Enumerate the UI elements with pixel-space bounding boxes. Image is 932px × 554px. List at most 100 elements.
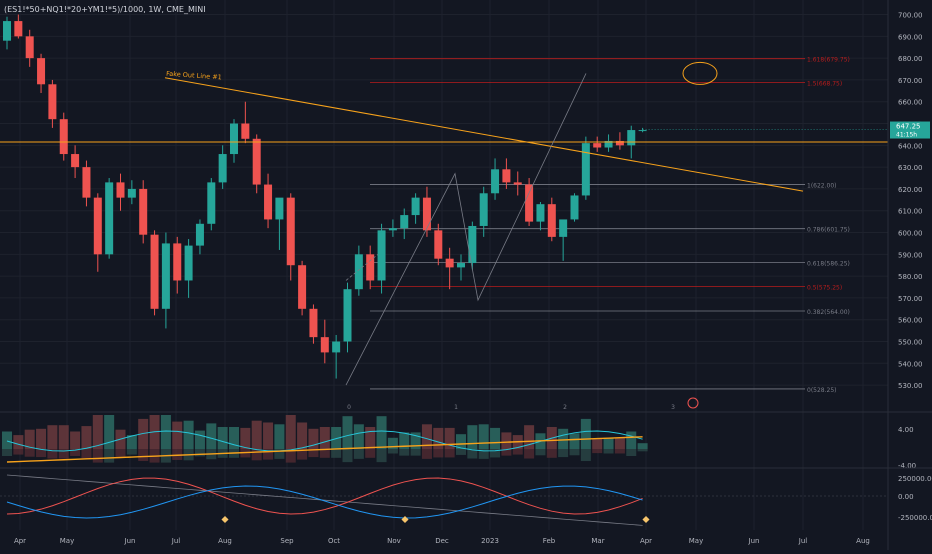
- alert-icon[interactable]: [687, 397, 699, 409]
- drawings[interactable]: Fake Out Line #1 0 1 2 3: [0, 61, 888, 411]
- last-price-tag[interactable]: [890, 121, 930, 139]
- volume-bar: [524, 425, 535, 449]
- projection-path[interactable]: [345, 73, 587, 386]
- volume-bar: [558, 428, 569, 449]
- candle-body: [173, 243, 182, 281]
- osc-axis-tick: -250000.00: [898, 514, 932, 522]
- candle-body: [286, 197, 295, 266]
- candle-body: [139, 188, 148, 235]
- volume-bar-lower: [387, 449, 398, 454]
- candle-body: [570, 195, 579, 220]
- volume-bar-lower: [365, 449, 376, 458]
- volume-bar-lower: [376, 449, 387, 463]
- candles: [3, 14, 647, 379]
- time-tick-label: Apr: [14, 537, 26, 545]
- volume-bar: [47, 425, 58, 449]
- volume-bar-lower: [24, 449, 35, 457]
- candle-body: [195, 223, 204, 246]
- candle-body: [581, 143, 590, 196]
- time-axis[interactable]: Apr May Jun Jul Aug Sep Oct Nov Dec 2023 Feb Mar Apr…: [14, 537, 870, 545]
- price-axis[interactable]: 530.00 540.00 550.00 560.00 570.00 580.00 590.…: [642, 0, 930, 550]
- candle-body: [127, 188, 136, 198]
- volume-bar: [13, 435, 24, 449]
- volume-pane: 4.00 -4.00: [0, 411, 932, 470]
- volume-bar: [297, 422, 308, 449]
- candle-body: [354, 254, 363, 290]
- volume-bar: [229, 427, 239, 449]
- fib-level-label: 0.5(575.25): [807, 284, 842, 291]
- price-tick-label: 600.00: [898, 230, 923, 238]
- price-tick-label: 570.00: [898, 295, 923, 303]
- candle-body: [627, 130, 636, 146]
- cycle-mark: 2: [563, 404, 567, 411]
- volume-bar: [399, 432, 410, 449]
- candle-body: [638, 130, 647, 132]
- cycle-mark: 1: [454, 404, 458, 411]
- osc-fast-line: [6, 477, 643, 515]
- candle-body: [309, 308, 318, 338]
- volume-bar: [160, 415, 171, 449]
- volume-bar-lower: [104, 449, 115, 463]
- volume-bar: [194, 430, 205, 449]
- volume-bar: [263, 422, 274, 449]
- volume-axis-tick: -4.00: [898, 462, 916, 470]
- price-tick-label: 590.00: [898, 251, 923, 259]
- volume-bar: [569, 433, 580, 449]
- price-tick-label: 690.00: [898, 33, 923, 41]
- candle-body: [161, 243, 170, 309]
- candle-body: [513, 182, 522, 185]
- candle-body: [264, 184, 273, 220]
- trendline-label: Fake Out Line #1: [166, 70, 222, 82]
- cycle-mark: 0: [347, 404, 351, 411]
- dashed-projection[interactable]: [345, 254, 379, 281]
- volume-bar: [172, 421, 183, 449]
- target-ellipse[interactable]: [682, 61, 718, 85]
- volume-bar: [2, 431, 12, 449]
- candle-body: [366, 254, 375, 281]
- volume-bar: [626, 431, 637, 449]
- last-price-value: 647.25: [896, 123, 921, 131]
- candle-body: [14, 21, 23, 37]
- candle-body: [48, 84, 57, 120]
- volume-bar: [342, 416, 353, 449]
- candle-body: [25, 36, 34, 59]
- volume-bar: [285, 415, 296, 449]
- oscillator-pane: 250000.00 0.00 -250000.00: [0, 467, 932, 526]
- fake-out-trendline[interactable]: [164, 77, 804, 192]
- time-tick-label: Apr: [640, 537, 652, 545]
- candle-body: [343, 289, 352, 342]
- volume-bar: [603, 437, 614, 449]
- volume-bar-lower: [410, 449, 421, 456]
- candle-body: [184, 245, 193, 281]
- volume-bar: [104, 415, 115, 449]
- volume-bar: [376, 416, 387, 449]
- price-tick-label: 540.00: [898, 360, 923, 368]
- candle-body: [116, 182, 125, 198]
- candle-body: [207, 182, 216, 224]
- candle-body: [547, 204, 556, 237]
- candle-body: [422, 197, 431, 231]
- price-tick-label: 550.00: [898, 339, 923, 347]
- candle-body: [400, 215, 409, 229]
- volume-bar-lower: [535, 449, 546, 456]
- fib-level-label: 0.618(586.25): [807, 260, 850, 267]
- candle-body: [468, 225, 477, 264]
- volume-bar-lower: [81, 449, 92, 459]
- volume-bar-lower: [194, 449, 205, 457]
- volume-bar-lower: [433, 449, 444, 458]
- volume-bar-lower: [251, 449, 262, 461]
- price-tick-label: 680.00: [898, 55, 923, 63]
- volume-bar: [353, 424, 364, 449]
- volume-bar-lower: [92, 449, 103, 463]
- volume-bar-lower: [580, 449, 591, 462]
- volume-bar-lower: [501, 449, 512, 456]
- volume-bar-lower: [558, 449, 569, 458]
- candle-body: [275, 197, 284, 220]
- candle-body: [559, 219, 568, 237]
- candle-body: [604, 140, 613, 148]
- osc-axis-tick: 250000.00: [898, 475, 932, 483]
- candle-body: [82, 167, 91, 198]
- candle-body: [298, 265, 307, 309]
- volume-bar-lower: [138, 449, 149, 462]
